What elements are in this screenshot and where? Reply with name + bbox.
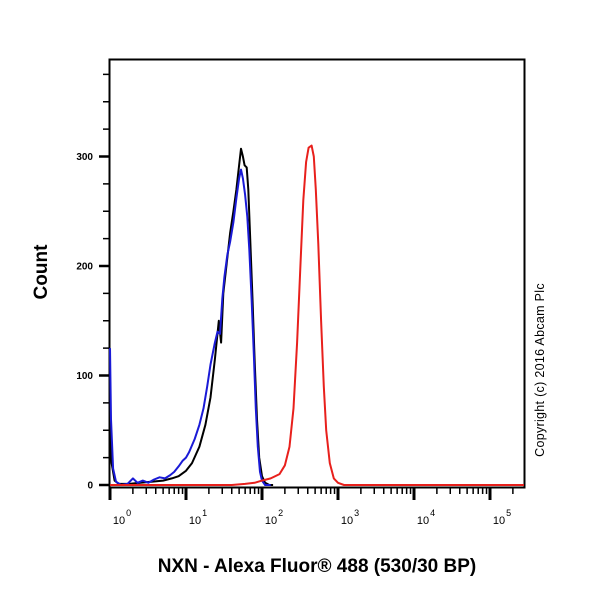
y-axis-tick-labels: 0 100 200 300 bbox=[76, 152, 93, 492]
copyright-notice: Copyright (c) 2016 Abcam Plc bbox=[533, 283, 547, 457]
series-isotype-control-line bbox=[109, 168, 271, 486]
y-tick-label: 100 bbox=[76, 371, 93, 382]
histogram-series bbox=[109, 144, 524, 486]
x-axis-tick-labels: 100 101 102 103 104 105 bbox=[113, 508, 511, 527]
plot-frame bbox=[108, 58, 526, 489]
y-tick-label: 300 bbox=[76, 152, 93, 163]
x-tick-label: 103 bbox=[341, 508, 359, 527]
x-tick-label: 104 bbox=[417, 508, 435, 527]
x-tick-label: 100 bbox=[113, 508, 131, 527]
series-NXN-antibody-line bbox=[110, 144, 524, 486]
x-tick-label: 105 bbox=[493, 508, 511, 527]
y-tick-label: 0 bbox=[87, 481, 93, 492]
y-axis-label: Count bbox=[31, 244, 52, 300]
x-axis-ticks bbox=[108, 488, 514, 500]
x-axis-label: NXN - Alexa Fluor® 488 (530/30 BP) bbox=[157, 556, 477, 577]
y-tick-label: 200 bbox=[76, 262, 93, 273]
x-tick-label: 101 bbox=[189, 508, 207, 527]
x-tick-label: 102 bbox=[265, 508, 283, 527]
y-axis-ticks bbox=[99, 73, 109, 487]
